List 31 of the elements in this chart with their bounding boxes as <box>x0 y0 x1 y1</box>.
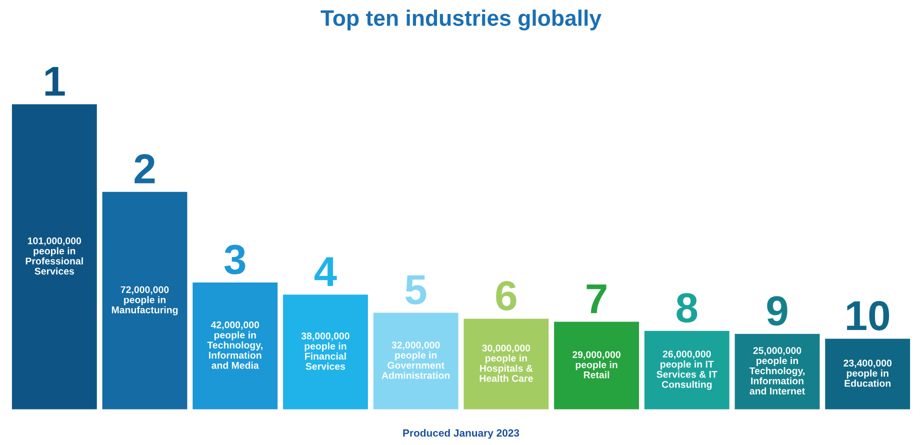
bar <box>464 318 549 410</box>
bar <box>644 330 730 410</box>
x-tick-label: 8 <box>676 293 698 323</box>
data-label: 30,000,000 people in Hospitals & Health Care <box>480 344 533 382</box>
data-label: 32,000,000 people in Government Administration <box>382 342 450 379</box>
x-tick-label: 1 <box>45 66 65 96</box>
x-tick-label: 6 <box>496 281 516 311</box>
x-tick-label: 2 <box>134 154 155 184</box>
data-label: 23,400,000 people in Education <box>844 360 892 387</box>
data-label: 25,000,000 people in Technology, Information and Internet <box>749 347 805 395</box>
data-label: 101,000,000 people in Professional Services <box>26 237 83 275</box>
data-label: 26,000,000 people in IT Services & IT Consulting <box>656 350 718 390</box>
x-tick-label: 5 <box>406 275 426 304</box>
bar <box>554 322 639 410</box>
bar <box>283 294 368 410</box>
bar <box>102 192 188 410</box>
text: Produced January 2023 <box>403 429 520 439</box>
x-tick-label: 9 <box>767 296 788 326</box>
x-tick-label: 10 <box>847 300 890 330</box>
chart-title: Top ten industries globally <box>320 10 602 30</box>
bar <box>825 338 910 410</box>
bar <box>373 312 458 410</box>
data-label: 38,000,000 people in Financial Services <box>301 332 350 370</box>
data-label: 72,000,000 people in Manufacturing <box>112 286 178 316</box>
x-tick-label: 3 <box>224 244 246 274</box>
bar <box>12 104 97 410</box>
data-label: 42,000,000 people in Technology, Information and Media <box>207 321 262 369</box>
data-label: 29,000,000 people in Retail <box>572 351 620 378</box>
x-tick-label: 4 <box>314 257 337 286</box>
bar <box>192 282 278 410</box>
x-tick-label: 7 <box>586 284 606 314</box>
